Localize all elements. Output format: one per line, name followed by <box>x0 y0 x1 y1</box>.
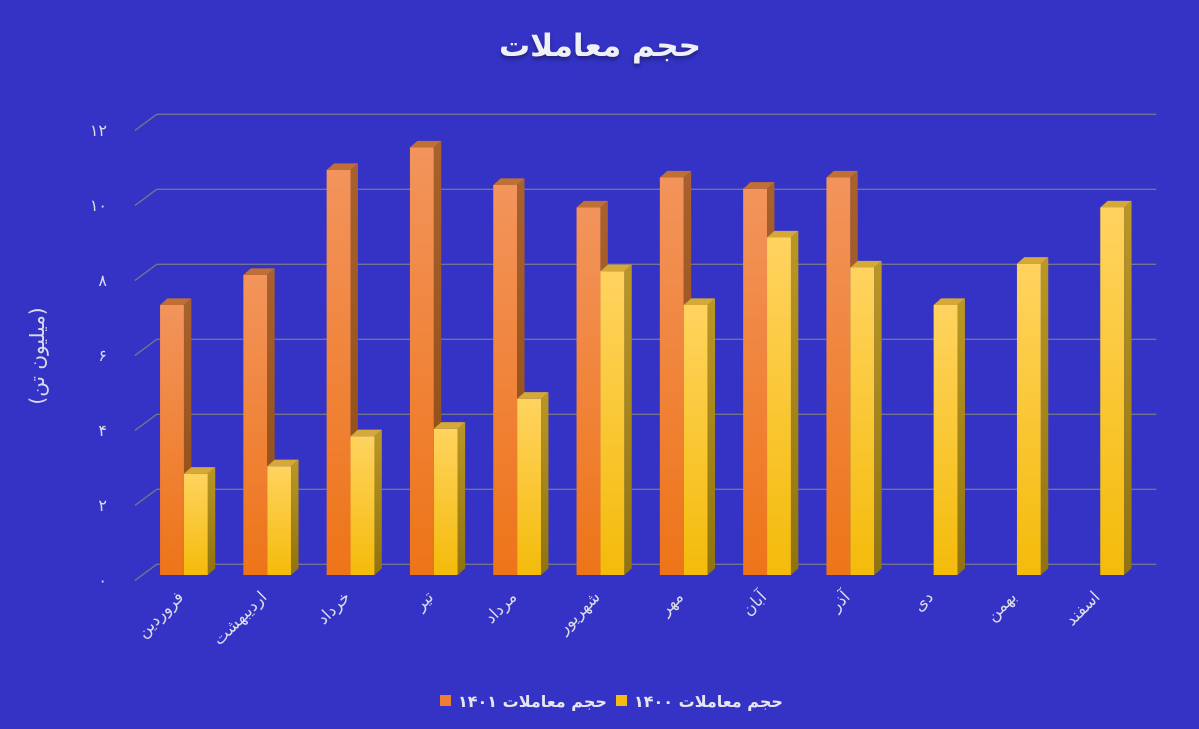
gridline <box>134 263 1157 282</box>
bar-column-فروردین-s1[interactable] <box>183 467 216 575</box>
y-axis-tick-label: ۴ <box>98 421 107 440</box>
bar-top-face <box>933 298 965 305</box>
y-axis-tick-label: ۲ <box>98 496 107 515</box>
bar-top-face <box>1100 200 1132 208</box>
gridline <box>134 488 1157 507</box>
gridlines <box>134 113 1157 582</box>
bar-side-face <box>624 264 632 575</box>
bar-top-face <box>767 230 799 238</box>
bar-front-face <box>933 305 958 575</box>
bar-side-face <box>790 230 799 575</box>
bar-column-بهمن-s1[interactable] <box>1016 257 1049 575</box>
bar-front-face <box>600 271 625 575</box>
bars <box>160 140 1132 575</box>
bar-front-face <box>409 147 434 575</box>
bar-front-face <box>517 398 542 575</box>
bar-front-face <box>350 436 375 575</box>
legend: حجم معاملات ۱۴۰۱ حجم معاملات ۱۴۰۰ <box>440 692 783 711</box>
bar-top-face <box>350 429 382 437</box>
legend-item-1400[interactable]: حجم معاملات ۱۴۰۰ <box>616 692 783 711</box>
gridline <box>134 413 1157 432</box>
bar-top-face <box>576 200 608 208</box>
bar-side-face <box>707 298 716 575</box>
bar-side-face <box>207 467 216 575</box>
bar-top-face <box>826 170 858 178</box>
bar-top-face <box>600 264 632 272</box>
bar-top-face <box>743 182 775 189</box>
legend-marker-1400 <box>616 695 627 706</box>
bar-top-face <box>659 170 692 178</box>
bar-front-face <box>493 185 518 575</box>
bar-side-face <box>291 459 299 575</box>
y-axis-tick-label: ۰ <box>98 571 107 590</box>
y-axis-tick-label: ۱۲ <box>90 121 107 140</box>
bar-front-face <box>576 207 601 575</box>
bar-column-مرداد-s1[interactable] <box>517 392 549 575</box>
bar-top-face <box>1016 257 1049 264</box>
bar-top-face <box>517 392 549 399</box>
legend-label-1401: حجم معاملات ۱۴۰۱ <box>458 692 607 711</box>
bar-column-آذر-s1[interactable] <box>850 260 882 575</box>
gridline <box>134 338 1157 357</box>
bar-front-face <box>1100 207 1125 575</box>
gridline <box>134 188 1157 207</box>
y-axis-tick-label: ۱۰ <box>90 196 107 215</box>
bar-front-face <box>683 305 708 575</box>
y-axis-tick-labels: ۰ ۲ ۴ ۶ ۸ ۱۰ ۱۲ <box>90 121 108 590</box>
bar-column-خرداد-s1[interactable] <box>350 429 382 575</box>
bar-top-face <box>683 298 716 305</box>
bar-column-دی-s1[interactable] <box>933 298 965 575</box>
bar-top-face <box>850 260 882 268</box>
bar-front-face <box>767 237 791 575</box>
bar-column-مهر-s1[interactable] <box>683 298 716 575</box>
bar-column-اردیبهشت-s1[interactable] <box>267 459 299 575</box>
bar-column-آبان-s1[interactable] <box>767 230 799 575</box>
bar-top-face <box>160 298 192 305</box>
bar-front-face <box>743 188 768 575</box>
legend-item-1401[interactable]: حجم معاملات ۱۴۰۱ <box>440 692 607 711</box>
bar-side-face <box>1124 200 1132 575</box>
bar-front-face <box>267 466 292 575</box>
bar-front-face <box>826 177 851 575</box>
bar-front-face <box>850 267 875 575</box>
bar-front-face <box>659 177 684 575</box>
bar-front-face <box>1016 263 1041 575</box>
legend-label-1400: حجم معاملات ۱۴۰۰ <box>634 692 783 711</box>
chart-title: حجم معاملات <box>499 28 701 64</box>
bar-front-face <box>160 305 184 575</box>
y-axis-tick-label: ۸ <box>98 271 107 290</box>
bar-side-face <box>541 392 549 575</box>
bar-top-face <box>409 140 442 148</box>
bar-side-face <box>874 260 882 575</box>
bar-side-face <box>1040 257 1049 575</box>
bar-front-face <box>433 428 458 575</box>
legend-marker-1401 <box>440 695 451 706</box>
gridline <box>134 563 1157 582</box>
bar-front-face <box>183 473 208 575</box>
y-axis-tick-label: ۶ <box>98 346 107 365</box>
bar-side-face <box>957 298 965 575</box>
bar-top-face <box>433 422 466 429</box>
bar-column-شهریور-s1[interactable] <box>600 264 632 575</box>
bar-side-face <box>457 422 466 575</box>
bar-side-face <box>374 429 382 575</box>
bar-front-face <box>326 170 351 575</box>
y-axis-title: (میلیون تن) <box>25 307 49 404</box>
bar-column-تیر-s1[interactable] <box>433 422 466 575</box>
bar-top-face <box>493 178 525 185</box>
bar-front-face <box>243 275 268 575</box>
bar-top-face <box>326 163 358 170</box>
bar-top-face <box>267 459 299 467</box>
bar-column-اسفند-s1[interactable] <box>1100 200 1132 575</box>
bar-top-face <box>243 268 275 275</box>
gridline <box>134 113 1157 132</box>
bar-top-face <box>183 467 216 474</box>
